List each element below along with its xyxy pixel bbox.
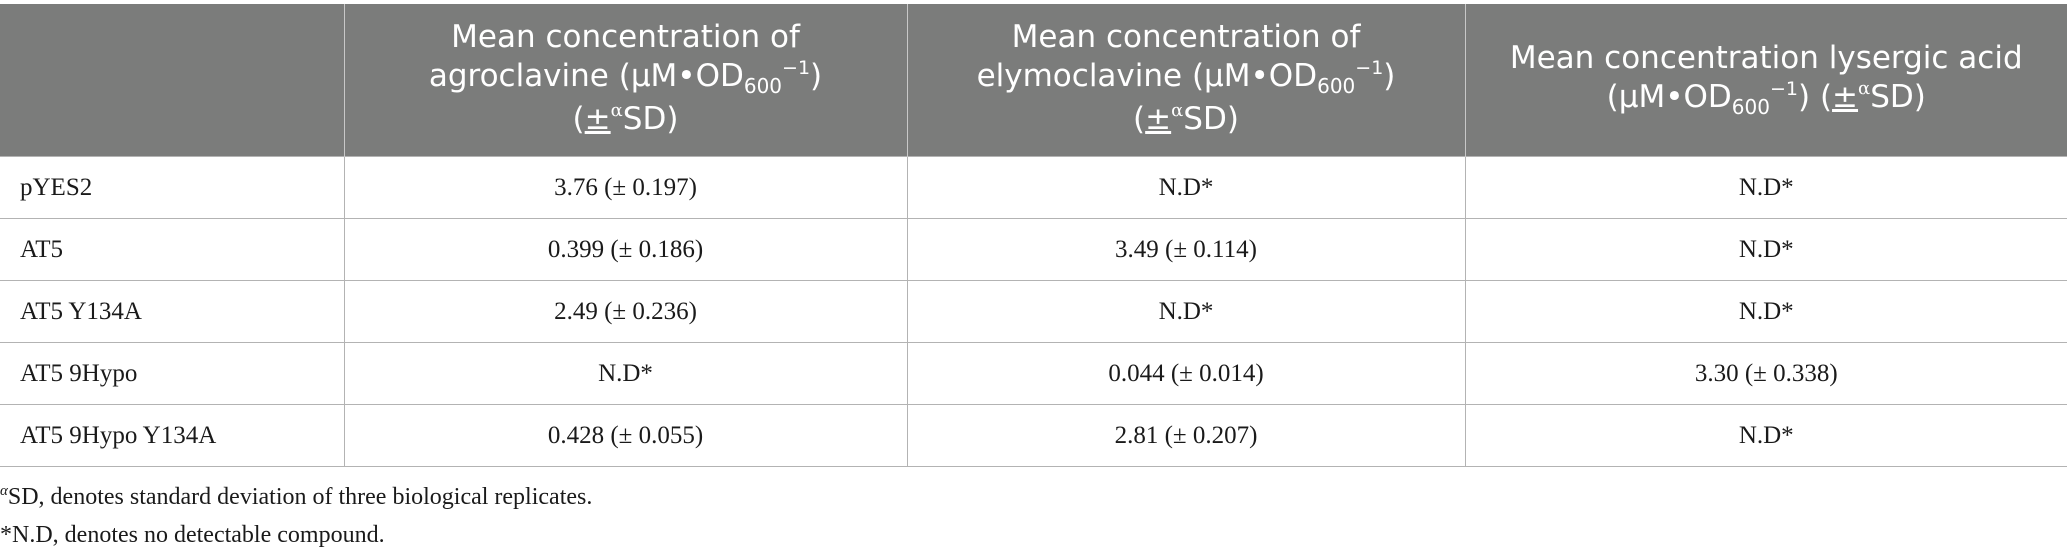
footnote-text: *N.D, denotes no detectable compound. [0,522,385,548]
header-text: ) [1383,57,1396,94]
cell-lysergic-acid: N.D* [1464,218,2067,281]
header-superscript: −1 [1355,56,1384,79]
header-text: SD) [1183,100,1239,137]
cell-elymoclavine: N.D* [906,156,1465,219]
results-table: Mean concentration of agroclavine (µM•OD… [0,4,2067,467]
header-subscript: 600 [743,73,783,98]
header-text: SD) [622,100,679,137]
cell-strain: AT5 9Hypo [0,342,344,405]
alpha-footnote-mark: α [1171,99,1184,121]
plus-minus-symbol: ± [584,100,611,137]
cell-strain: pYES2 [0,156,344,219]
footnote-nd: *N.D, denotes no detectable compound. [0,516,592,554]
header-row: Mean concentration of agroclavine (µM•OD… [0,4,2067,157]
header-subscript: 600 [1317,73,1356,98]
cell-elymoclavine: 0.044 (± 0.014) [906,342,1465,405]
header-elymoclavine: Mean concentration of elymoclavine (µM•O… [906,4,1465,157]
table-row: pYES2 3.76 (± 0.197) N.D* N.D* [0,156,2067,219]
table-header: Mean concentration of agroclavine (µM•OD… [0,4,2067,157]
header-text: ( [572,100,585,137]
header-subscript: 600 [1731,95,1770,119]
cell-lysergic-acid: N.D* [1464,404,2067,467]
cell-elymoclavine: 3.49 (± 0.114) [906,218,1465,281]
footnote-text: SD, denotes standard deviation of three … [7,484,593,510]
header-text: ) [1797,79,1811,115]
header-text: Mean concentration of agroclavine (µM•OD [428,18,800,94]
cell-agroclavine: 3.76 (± 0.197) [343,156,907,219]
header-superscript: −1 [782,56,811,79]
footnotes: αSD, denotes standard deviation of three… [0,478,592,554]
cell-lysergic-acid: 3.30 (± 0.338) [1464,342,2067,405]
header-lysergic-acid: Mean concentration lysergic acid (µM•OD6… [1464,4,2067,157]
table-row: AT5 Y134A 2.49 (± 0.236) N.D* N.D* [0,280,2067,343]
cell-strain: AT5 9Hypo Y134A [0,404,344,467]
table-row: AT5 9Hypo Y134A 0.428 (± 0.055) 2.81 (± … [0,404,2067,467]
alpha-footnote-mark: α [610,99,623,121]
cell-agroclavine: 0.399 (± 0.186) [343,218,907,281]
cell-agroclavine: 0.428 (± 0.055) [343,404,907,467]
plus-minus-symbol: ± [1832,79,1859,115]
header-text: Mean concentration lysergic acid (µM•OD [1509,40,2023,115]
header-superscript: −1 [1769,78,1798,100]
table-body: pYES2 3.76 (± 0.197) N.D* N.D* AT5 0.399… [0,156,2067,467]
cell-agroclavine: N.D* [343,342,907,405]
cell-lysergic-acid: N.D* [1464,156,2067,219]
header-text: ( [1133,100,1146,137]
plus-minus-symbol: ± [1145,100,1172,137]
cell-lysergic-acid: N.D* [1464,280,2067,343]
cell-agroclavine: 2.49 (± 0.236) [343,280,907,343]
header-agroclavine: Mean concentration of agroclavine (µM•OD… [343,4,907,157]
cell-elymoclavine: N.D* [906,280,1465,343]
table-row: AT5 0.399 (± 0.186) 3.49 (± 0.114) N.D* [0,218,2067,281]
footnote-alpha: αSD, denotes standard deviation of three… [0,478,592,516]
cell-strain: AT5 Y134A [0,280,344,343]
table-row: AT5 9Hypo N.D* 0.044 (± 0.014) 3.30 (± 0… [0,342,2067,405]
header-text: ) [810,57,823,94]
alpha-footnote-mark: α [0,483,8,499]
header-text: SD) [1870,79,1926,115]
header-strain [0,4,344,157]
alpha-footnote-mark: α [1858,78,1871,99]
header-text: ( [1810,79,1833,115]
cell-elymoclavine: 2.81 (± 0.207) [906,404,1465,467]
cell-strain: AT5 [0,218,344,281]
header-text: Mean concentration of elymoclavine (µM•O… [976,18,1361,94]
